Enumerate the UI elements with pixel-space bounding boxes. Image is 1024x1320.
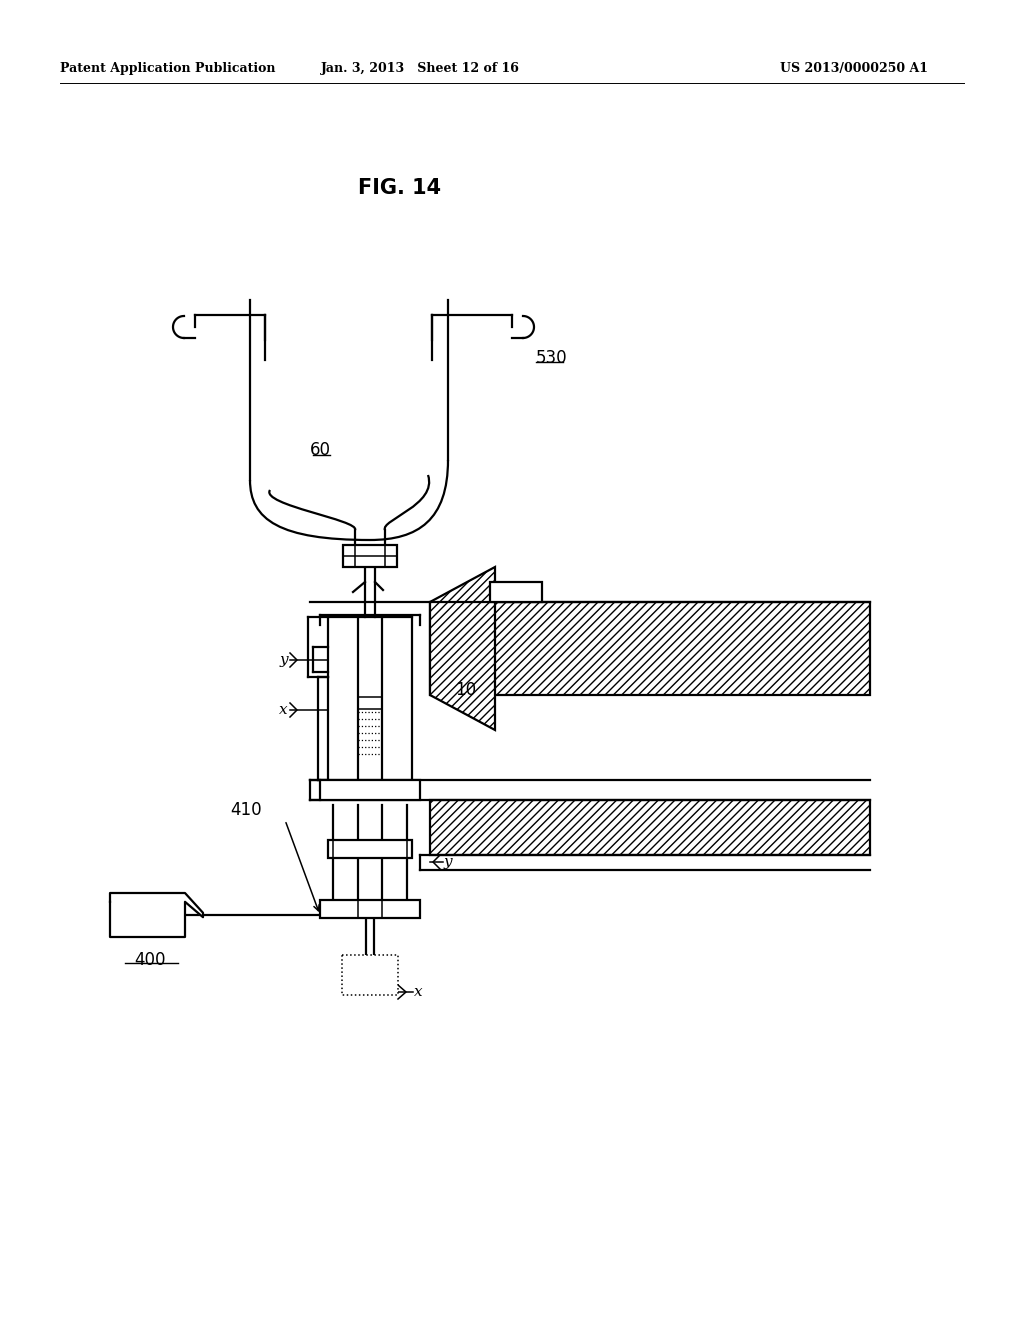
- Text: US 2013/0000250 A1: US 2013/0000250 A1: [780, 62, 928, 75]
- Bar: [319, 900, 420, 917]
- Polygon shape: [430, 568, 495, 730]
- Bar: [328, 840, 412, 858]
- Text: Jan. 3, 2013   Sheet 12 of 16: Jan. 3, 2013 Sheet 12 of 16: [321, 62, 519, 75]
- Text: 60: 60: [310, 441, 331, 459]
- Bar: [490, 582, 542, 602]
- Text: y: y: [280, 653, 288, 667]
- Text: FIG. 14: FIG. 14: [358, 178, 441, 198]
- Bar: [430, 602, 870, 696]
- Text: 10: 10: [455, 681, 476, 700]
- Text: Patent Application Publication: Patent Application Publication: [60, 62, 275, 75]
- Bar: [343, 545, 397, 568]
- Text: 530: 530: [536, 348, 567, 367]
- Text: x: x: [414, 985, 423, 999]
- Text: x: x: [280, 704, 288, 717]
- Text: 410: 410: [230, 801, 262, 818]
- Polygon shape: [110, 894, 203, 937]
- Text: 400: 400: [134, 950, 166, 969]
- Bar: [342, 954, 398, 995]
- Bar: [319, 780, 420, 800]
- Text: y: y: [444, 855, 453, 869]
- Bar: [430, 800, 870, 855]
